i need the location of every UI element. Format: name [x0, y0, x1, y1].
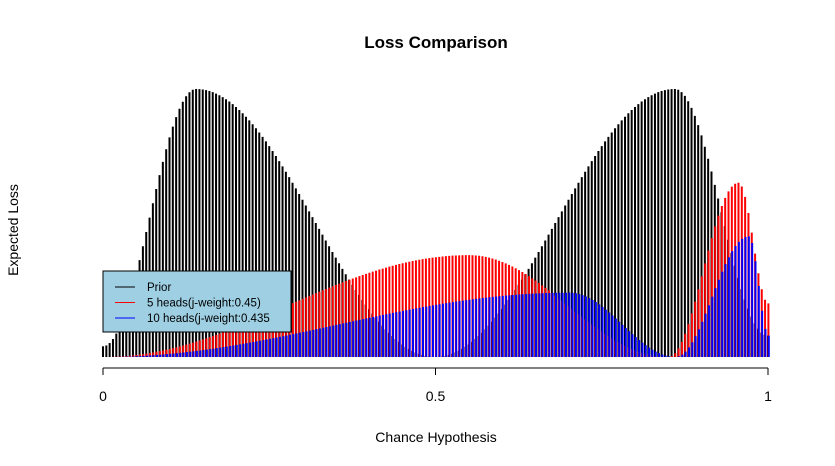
- legend-box: [102, 270, 292, 333]
- chart-title: Loss Comparison: [364, 33, 508, 52]
- x-axis-label: Chance Hypothesis: [375, 429, 496, 445]
- series-3-bars: [106, 236, 770, 357]
- legend-entry: 10 heads(j-weight:0.435: [147, 313, 270, 325]
- x-tick-label: 1: [764, 388, 772, 404]
- x-tick-label: 0: [99, 388, 107, 404]
- legend-entry: 5 heads(j-weight:0.45): [147, 298, 261, 310]
- legend: Prior 5 heads(j-weight:0.45) 10 heads(j-we…: [102, 270, 292, 333]
- x-axis: 0 0.5 1: [99, 367, 772, 404]
- legend-entry: Prior: [147, 282, 171, 294]
- x-tick-label: 0.5: [426, 388, 446, 404]
- y-axis-label: Expected Loss: [5, 184, 21, 276]
